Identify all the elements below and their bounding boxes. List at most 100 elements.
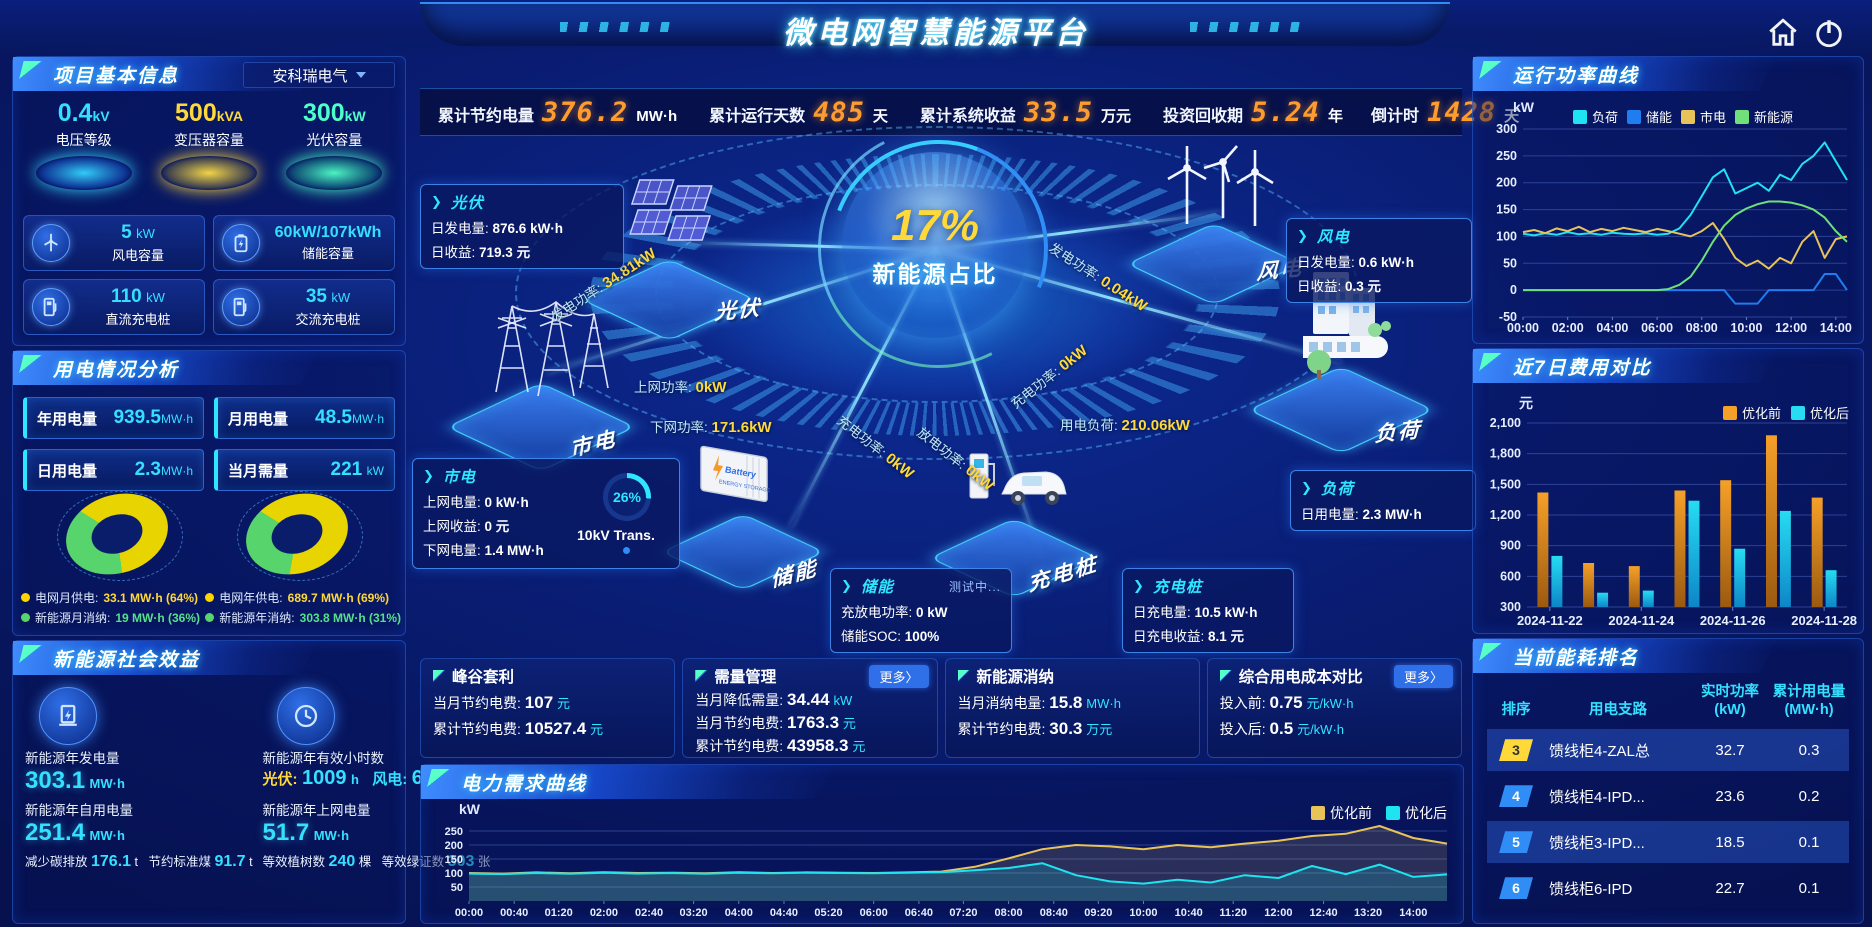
stat-day-usage: 日用电量 2.3MW·h	[23, 449, 204, 491]
legend-item[interactable]: 市电	[1681, 107, 1726, 126]
svg-text:00:40: 00:40	[500, 907, 528, 919]
panel-demand-curve: 电力需求曲线 kW 优化前 优化后 50 100 150 200 250 00:00 00:…	[420, 764, 1464, 924]
benefit-unit: t	[134, 855, 139, 869]
power-icon[interactable]	[1812, 16, 1846, 50]
wind-turbine-icon	[32, 224, 70, 262]
cell-energy: 0.2	[1798, 787, 1820, 805]
donut-ring-decoration	[237, 491, 363, 581]
legend-label: 新能源年消纳:	[219, 611, 295, 625]
legend-value: 19 MW·h (36%)	[115, 610, 201, 625]
table-row[interactable]: 5 馈线柜3-IPD... 18.5 0.1	[1487, 821, 1849, 864]
svg-text:50: 50	[1503, 256, 1517, 270]
flow-load-power: 用电负荷: 210.06kW	[1060, 414, 1190, 434]
flow-value: 210.06kW	[1121, 417, 1190, 434]
legend-item[interactable]: 负荷	[1573, 107, 1618, 126]
panel-title: 新能源社会效益	[53, 649, 201, 671]
benefit-unit: MW·h	[89, 776, 125, 791]
info-value: 100%	[904, 629, 940, 644]
svg-text:03:20: 03:20	[680, 907, 708, 919]
info-row: 日用电量: 2.3 MW·h	[1301, 503, 1465, 523]
info-box-title-row: ❯ 风电	[1297, 225, 1461, 247]
legend-label: 电网年供电:	[219, 591, 283, 605]
row-value: 107	[524, 693, 554, 712]
cell-branch: 馈线柜6-IPD	[1549, 880, 1633, 898]
rank-badge: 3	[1499, 739, 1533, 762]
axis-unit-label: 元	[1519, 395, 1533, 411]
legend-item[interactable]: 新能源	[1735, 107, 1793, 126]
benefit-grid-feed: 新能源年上网电量 51.7 MW·h	[263, 799, 491, 847]
more-button[interactable]: 更多〉	[869, 665, 929, 688]
cell-branch: 馈线柜4-ZAL总	[1549, 742, 1650, 760]
svg-text:12:00: 12:00	[1775, 321, 1807, 335]
cost-chart-legend[interactable]: 优化前 优化后	[1722, 403, 1849, 422]
legend-item[interactable]: 优化前	[1722, 403, 1781, 422]
legend-item[interactable]: 优化后	[1386, 803, 1447, 823]
panel-header: 运行功率曲线	[1473, 57, 1778, 91]
charging-station-icon	[39, 687, 97, 745]
power-chart-legend[interactable]: 负荷 储能 市电 新能源	[1573, 107, 1793, 126]
bottom-cards-row: 峰谷套利 当月节约电费: 107 元 累计节约电费: 10527.4 元 需量管…	[420, 658, 1462, 758]
svg-text:100: 100	[1496, 229, 1517, 243]
stat-value: 2.3	[134, 459, 161, 480]
flow-label: 下网功率:	[650, 420, 708, 435]
svg-text:1,800: 1,800	[1490, 447, 1521, 461]
info-box-grid: ❯ 市电 上网电量: 0 kW·h 上网收益: 0 元 下网电量: 1.4 MW·…	[412, 458, 680, 569]
info-box-title-row: ❯ 光伏	[431, 191, 613, 213]
benefit-value: 303	[447, 853, 475, 870]
svg-text:06:00: 06:00	[1641, 321, 1673, 335]
svg-text:50: 50	[451, 882, 463, 894]
svg-text:00:00: 00:00	[1507, 321, 1539, 335]
rank-badge: 5	[1499, 831, 1533, 854]
podium-label: 变压器容量	[173, 132, 244, 148]
info-row: 日充电收益: 8.1 元	[1133, 625, 1283, 645]
legend-item[interactable]: 优化前	[1311, 803, 1372, 823]
info-box-title-row: ❯ 市电	[423, 465, 669, 487]
page-title: 微电网智慧能源平台	[783, 17, 1089, 50]
card-row: 累计节约电费: 30.3 万元	[958, 719, 1187, 739]
svg-text:06:40: 06:40	[905, 907, 933, 919]
kpi-unit: 万元	[1100, 107, 1131, 125]
podium-value: 300	[302, 99, 345, 127]
info-value: 876.6 kW·h	[492, 221, 564, 236]
kpi-running-days: 累计运行天数 485 天	[695, 97, 902, 128]
card-unit: kW	[146, 290, 165, 305]
panel-project-info: 项目基本信息 安科瑞电气 0.4kV 电压等级 500kVA 变压器容量 300…	[12, 56, 406, 346]
info-value: 0.3 元	[1345, 279, 1382, 294]
row-label: 累计节约电费:	[957, 721, 1046, 737]
usage-stats: 年用电量 939.5MW·h 月用电量 48.5MW·h 日用电量 2.3MW·h 当…	[23, 397, 395, 491]
benefit-unit: t	[249, 855, 253, 869]
table-row[interactable]: 4 馈线柜4-IPD... 23.6 0.2	[1487, 775, 1849, 817]
info-value: 0.6 kW·h	[1358, 255, 1415, 270]
svg-text:150: 150	[1496, 203, 1517, 217]
svg-text:1,500: 1,500	[1490, 477, 1521, 491]
info-value: 719.3 元	[479, 245, 531, 260]
cell-power: 22.7	[1715, 879, 1745, 897]
podium-glow-disc	[35, 156, 132, 190]
svg-text:09:20: 09:20	[1084, 907, 1112, 919]
row-unit: 元	[590, 722, 604, 737]
cell-power: 23.6	[1715, 787, 1745, 805]
stat-year-usage: 年用电量 939.5MW·h	[23, 397, 204, 439]
legend-swatch	[1573, 110, 1587, 124]
header-decoration-right	[1190, 22, 1310, 32]
more-button[interactable]: 更多〉	[1393, 665, 1453, 688]
home-icon[interactable]	[1766, 16, 1800, 50]
table-row[interactable]: 3 馈线柜4-ZAL总 32.7 0.3	[1487, 729, 1849, 772]
svg-text:08:40: 08:40	[1040, 907, 1068, 919]
legend-item[interactable]: 储能	[1627, 107, 1672, 126]
gauge-dot	[623, 547, 630, 554]
row-label: 当月节约电费:	[695, 715, 784, 731]
flow-grid-export: 上网功率: 0kW	[634, 376, 726, 396]
donut-ring-decoration	[57, 491, 183, 581]
stat-month-demand: 当月需量 221 kW	[214, 449, 395, 491]
legend-item[interactable]: 优化后	[1790, 403, 1849, 422]
donut-charts	[29, 480, 389, 588]
benefit-label: 等效绿证数	[381, 855, 445, 869]
table-row[interactable]: 6 馈线柜6-IPD 22.7 0.1	[1487, 867, 1849, 909]
info-label: 日充电量:	[1133, 605, 1191, 620]
company-dropdown[interactable]: 安科瑞电气	[243, 62, 395, 88]
demand-chart-legend[interactable]: 优化前 优化后	[1311, 803, 1447, 823]
benefit-value: 91.7	[214, 853, 246, 870]
row-unit: 元/kW·h	[1306, 696, 1354, 711]
podium-unit: kVA	[216, 108, 243, 124]
